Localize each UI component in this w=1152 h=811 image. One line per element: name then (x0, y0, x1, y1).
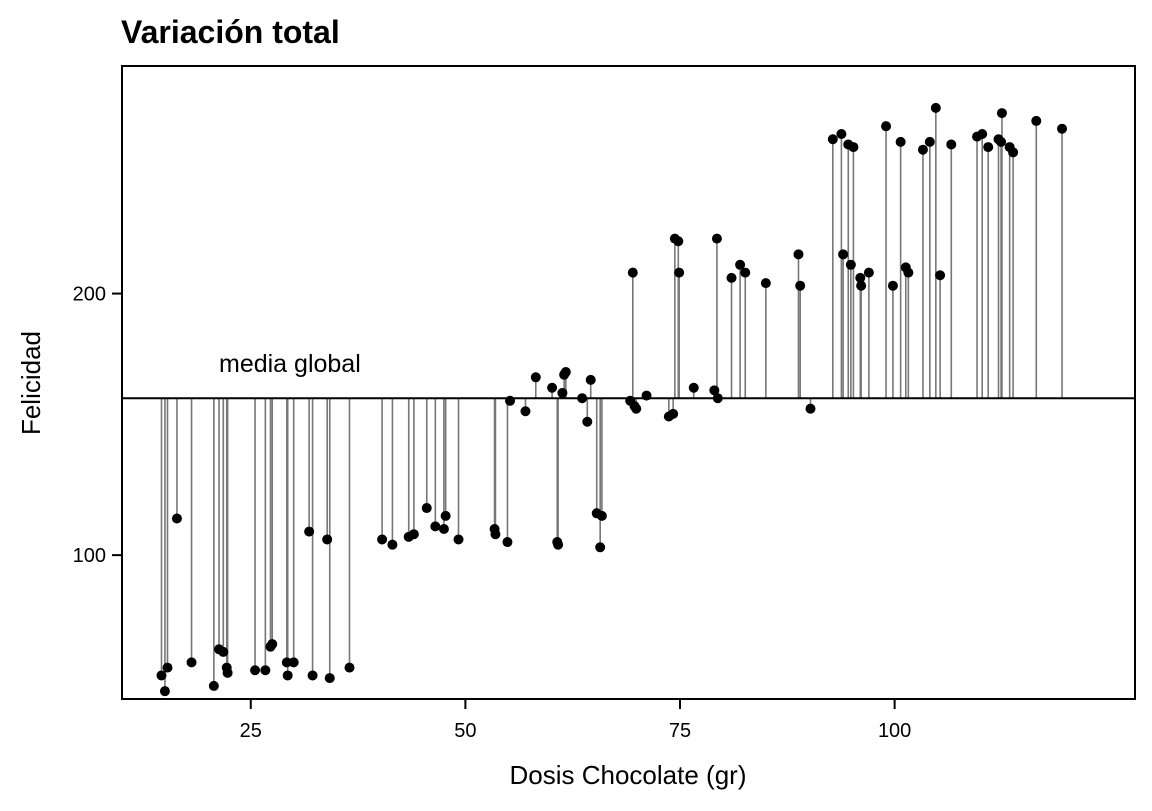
data-point (377, 534, 388, 545)
data-point (453, 534, 464, 545)
data-point (171, 513, 182, 524)
data-point (641, 390, 652, 401)
data-point (827, 134, 838, 145)
data-point (553, 539, 564, 550)
data-point (924, 136, 935, 147)
data-point (502, 537, 513, 548)
data-point (387, 539, 398, 550)
data-point (881, 121, 892, 132)
data-point (186, 657, 197, 668)
mean-line-label: media global (219, 350, 361, 378)
data-point (903, 267, 914, 278)
data-point (282, 670, 293, 681)
data-point (162, 662, 173, 673)
data-point (977, 129, 988, 140)
data-point (895, 136, 906, 147)
data-point (935, 270, 946, 281)
data-point (324, 673, 335, 684)
data-point (490, 529, 501, 540)
data-point (218, 646, 229, 657)
data-point (557, 387, 568, 398)
data-point (848, 142, 859, 153)
data-point (688, 382, 699, 393)
data-point (673, 236, 684, 247)
data-point (1008, 147, 1019, 158)
data-point (946, 139, 957, 150)
plot-frame (121, 65, 1136, 700)
data-point (281, 657, 292, 668)
data-point (322, 534, 333, 545)
data-point (156, 670, 167, 681)
data-point (760, 278, 771, 289)
y-axis: 100 200 (73, 284, 122, 567)
y-tick-label: 100 (73, 545, 106, 567)
data-point (408, 529, 419, 540)
residual-segments (160, 107, 1063, 692)
data-point (711, 233, 722, 244)
data-point (304, 526, 315, 537)
data-points (156, 102, 1068, 697)
data-point (836, 129, 847, 140)
data-point (1031, 115, 1042, 126)
data-point (585, 374, 596, 385)
data-point (887, 280, 898, 291)
x-axis: 25 50 75 100 (240, 699, 911, 742)
x-tick-label: 100 (878, 720, 911, 742)
data-point (430, 521, 441, 532)
data-point (983, 142, 994, 153)
data-point (996, 108, 1007, 119)
data-point (996, 136, 1007, 147)
data-point (582, 416, 593, 427)
data-point (222, 667, 233, 678)
y-tick-label: 200 (73, 284, 106, 306)
data-point (1057, 123, 1068, 134)
data-point (845, 259, 856, 270)
data-point (421, 503, 432, 514)
data-point (855, 272, 866, 283)
data-point (726, 272, 737, 283)
data-point (560, 367, 571, 378)
chart-title: Variación total (121, 14, 340, 50)
data-point (631, 403, 642, 414)
data-point (520, 406, 531, 417)
data-point (577, 393, 588, 404)
data-point (709, 385, 720, 396)
data-point (735, 259, 746, 270)
data-point (159, 686, 170, 697)
data-point (307, 670, 318, 681)
data-point (793, 249, 804, 260)
data-point (674, 267, 685, 278)
data-point (288, 657, 299, 668)
data-point (930, 102, 941, 113)
data-point (267, 639, 278, 650)
data-point (530, 372, 541, 383)
y-axis-title: Felicidad (16, 331, 46, 435)
x-axis-title: Dosis Chocolate (gr) (510, 760, 747, 790)
data-point (595, 542, 606, 553)
data-point (438, 523, 449, 534)
data-point (838, 249, 849, 260)
data-point (795, 280, 806, 291)
data-point (344, 662, 355, 673)
x-tick-label: 75 (669, 720, 691, 742)
x-tick-label: 50 (454, 720, 476, 742)
data-point (208, 680, 219, 691)
data-point (547, 382, 558, 393)
x-tick-label: 25 (240, 720, 262, 742)
data-point (260, 665, 271, 676)
data-point (712, 393, 723, 404)
data-point (505, 395, 516, 406)
data-point (740, 267, 751, 278)
data-point (917, 144, 928, 155)
data-point (805, 403, 816, 414)
data-point (250, 665, 261, 676)
data-point (856, 280, 867, 291)
data-point (440, 510, 451, 521)
data-point (863, 267, 874, 278)
data-point (627, 267, 638, 278)
data-point (668, 408, 679, 419)
data-point (596, 510, 607, 521)
